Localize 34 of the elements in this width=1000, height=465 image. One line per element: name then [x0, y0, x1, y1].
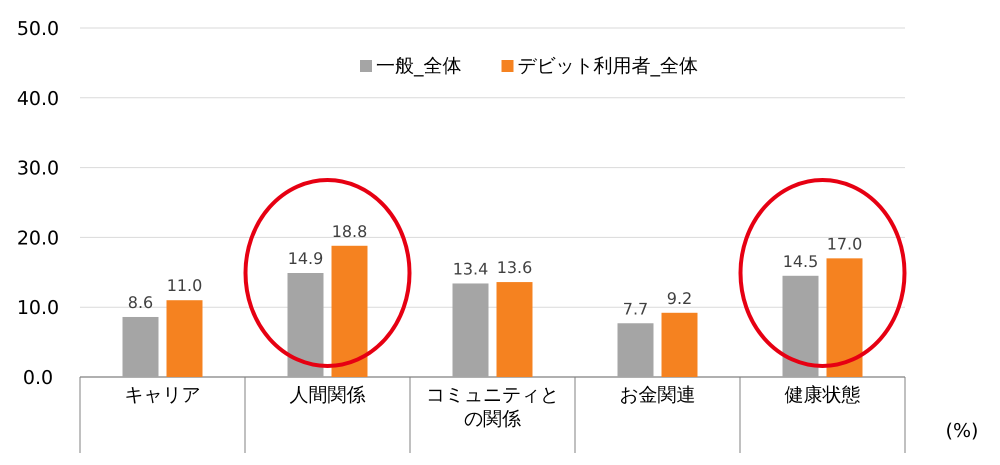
bar: [166, 300, 202, 377]
x-tick-label: お金関連: [618, 383, 696, 407]
bar: [662, 312, 698, 377]
data-label: 11.0: [166, 276, 202, 296]
bar: [782, 276, 818, 377]
data-label: 13.4: [452, 259, 488, 278]
y-tick-label: 0.0: [22, 367, 54, 389]
y-tick-label: 40.0: [16, 88, 60, 110]
bar: [288, 273, 324, 377]
text: (%): [946, 420, 978, 442]
data-label: 7.7: [622, 299, 648, 318]
data-label: 14.5: [782, 252, 818, 271]
y-tick-label: 20.0: [16, 227, 60, 250]
x-tick-label: キャリア: [124, 383, 202, 407]
bar: [332, 246, 368, 377]
legend-label: 一般_全体: [376, 55, 462, 77]
bar: [496, 282, 532, 377]
bar: [618, 323, 654, 377]
data-label: 14.9: [288, 249, 324, 268]
x-tick-label: 健康状態: [784, 383, 862, 407]
x-tick-label: コミュニティとの関係: [425, 383, 560, 431]
data-label: 9.2: [666, 288, 692, 308]
y-tick-label: 50.0: [16, 18, 60, 40]
data-label: 13.6: [496, 258, 532, 278]
bar: [452, 283, 488, 377]
data-label: 17.0: [826, 234, 862, 254]
bar: [122, 316, 158, 377]
y-tick-label: 10.0: [16, 297, 60, 320]
bar: [826, 258, 862, 377]
x-tick-label: 人間関係: [288, 383, 366, 407]
y-tick-label: 30.0: [16, 158, 60, 180]
data-label: 18.8: [332, 222, 368, 241]
legend-label: デビット利用者_全体: [518, 55, 698, 77]
data-label: 8.6: [128, 292, 154, 312]
